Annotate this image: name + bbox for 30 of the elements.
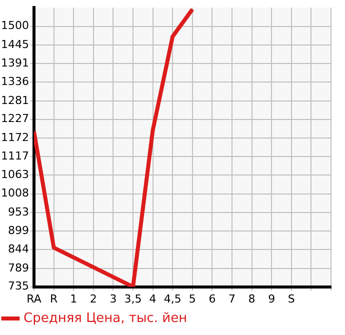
y-tick-label: 1063: [0, 168, 29, 181]
x-tick-label: 6: [208, 292, 216, 306]
y-tick-label: 1336: [0, 75, 29, 88]
x-tick-label: 1: [70, 292, 78, 306]
x-tick-label: 9: [268, 292, 276, 306]
x-tick-label: R: [50, 292, 58, 306]
x-tick-label: 4,5: [164, 292, 182, 306]
y-tick-label: 735: [8, 280, 29, 293]
y-tick-label: 789: [8, 261, 29, 274]
x-tick-label: 4: [149, 292, 156, 306]
y-tick-label: 1391: [0, 56, 29, 70]
x-tick-label: S: [288, 292, 295, 306]
y-tick-label: 1227: [0, 112, 29, 126]
y-tick-label: 1172: [0, 130, 29, 144]
x-tick-label: 3,5: [124, 292, 142, 306]
y-tick-label: 953: [8, 205, 29, 218]
legend-label: Средняя Цена, тыс. йен: [24, 310, 188, 326]
y-tick-label: 1117: [0, 150, 29, 163]
x-tick-label: 3: [110, 292, 117, 306]
x-tick-label: 8: [248, 292, 256, 306]
x-tick-label: 5: [188, 292, 196, 306]
y-tick-label: 899: [8, 224, 29, 237]
y-tick-label: 1445: [0, 38, 29, 51]
y-tick-label: 844: [8, 242, 29, 256]
x-tick-label: RA: [26, 292, 42, 306]
y-tick-label: 1500: [0, 19, 29, 32]
y-tick-label: 1008: [0, 186, 29, 200]
x-tick-label: 2: [90, 292, 97, 306]
x-tick-label: 7: [228, 292, 236, 306]
y-tick-label: 1281: [0, 94, 29, 107]
